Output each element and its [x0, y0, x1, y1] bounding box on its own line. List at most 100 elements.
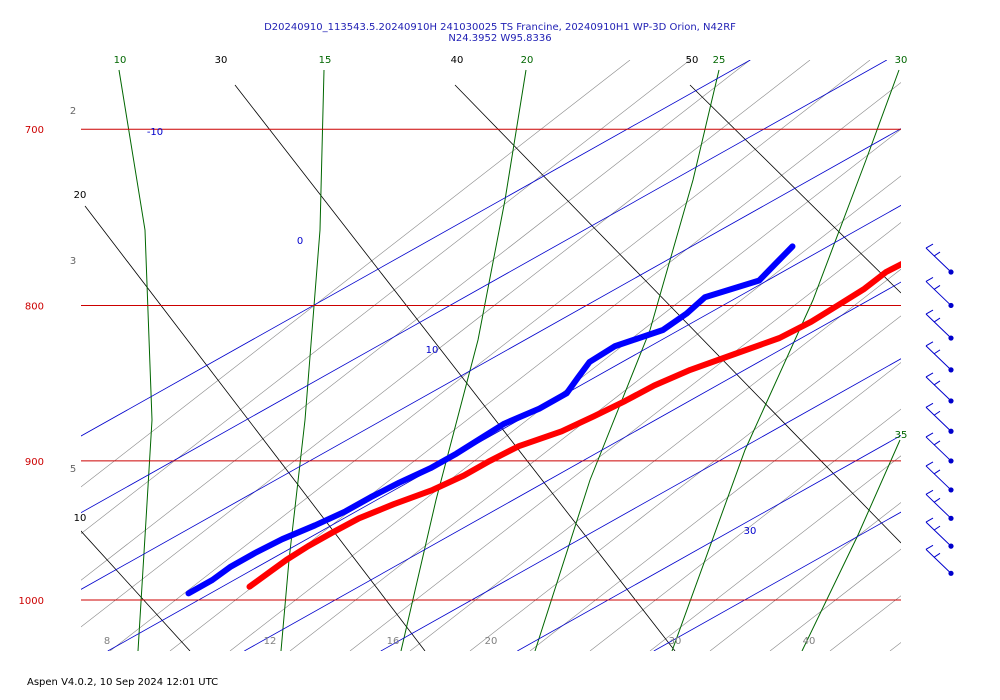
isotherm-label: -10 — [147, 127, 163, 138]
mixing-ratio-line — [280, 69, 325, 651]
wind-barb-flag — [925, 489, 934, 495]
mixing-ratio-label: 10 — [114, 55, 127, 66]
wind-barb — [925, 372, 954, 404]
wind-barb-dot — [948, 398, 954, 404]
wind-barb-flag — [925, 517, 934, 523]
moist-adiabat-line — [589, 408, 901, 651]
dry-adiabat-line — [234, 84, 676, 651]
isotherm-label: 0 — [297, 236, 303, 247]
wind-barb — [925, 402, 954, 434]
wind-barb-flag — [933, 317, 941, 323]
wind-barb-flag — [933, 380, 941, 386]
wind-barb — [925, 517, 954, 549]
isotherm-line — [81, 60, 887, 514]
wind-barb-staff — [925, 376, 952, 402]
moist-adiabat-line — [409, 268, 901, 651]
wind-barb — [925, 489, 954, 521]
dry-adiabat-line — [81, 530, 191, 651]
moist-adiabat-line — [529, 362, 901, 651]
dry-adiabat-line — [84, 205, 426, 651]
wind-barb-dot — [948, 570, 954, 576]
left-edge-label: 5 — [70, 464, 76, 475]
moist-adiabat-line — [81, 60, 751, 581]
moist-adiabat-line — [889, 642, 901, 651]
wind-barb-staff — [925, 406, 952, 432]
chart-title: D20240910_113543.5.20240910H 241030025 T… — [264, 22, 736, 33]
wind-barb-dot — [948, 458, 954, 464]
wind-barb-flag — [925, 277, 934, 282]
wind-barb-dot — [948, 543, 954, 549]
wind-barb-staff — [925, 436, 952, 462]
moist-adiabat-line — [709, 502, 901, 651]
isotherm-line — [107, 204, 901, 651]
wind-barb-staff — [925, 345, 952, 371]
bottom-axis-label: 12 — [264, 636, 277, 647]
pressure-label: 700 — [25, 125, 44, 136]
dewpoint-trace — [185, 243, 796, 597]
wind-barb-flag — [933, 552, 941, 558]
wind-barb-flag — [933, 349, 941, 355]
moist-adiabat-line — [769, 548, 901, 651]
wind-barb-dot — [948, 428, 954, 434]
wind-barb-flag — [933, 469, 941, 475]
wind-barb — [925, 309, 954, 341]
wind-barb-dot — [948, 302, 954, 309]
top-axis-label: 30 — [215, 55, 228, 66]
isotherm-line — [81, 128, 901, 590]
isotherm-label: 30 — [744, 526, 757, 537]
pressure-label: 1000 — [19, 596, 44, 607]
isotherm-label: 10 — [426, 345, 439, 356]
wind-barb-flag — [925, 309, 934, 315]
mixing-ratio-label: 25 — [713, 55, 726, 66]
wind-barb-flag — [925, 544, 934, 550]
wind-barb-flag — [933, 497, 941, 503]
wind-barb-staff — [925, 548, 952, 574]
wind-barb — [925, 277, 954, 309]
mixing-ratio-line — [671, 69, 900, 651]
software-version-footer: Aspen V4.0.2, 10 Sep 2024 12:01 UTC — [27, 677, 219, 688]
moist-adiabat-line — [81, 60, 631, 488]
wind-barb-staff — [925, 465, 952, 491]
mixing-ratio-label: 15 — [319, 55, 332, 66]
wind-barb-staff — [925, 281, 952, 306]
wind-barb-staff — [925, 247, 952, 273]
wind-barb-dot — [948, 487, 954, 493]
moist-adiabat-line — [81, 60, 811, 628]
wind-barb-staff — [925, 521, 952, 547]
mixing-ratio-label: 30 — [895, 55, 908, 66]
moist-adiabat-line — [469, 315, 901, 651]
left-edge-label: 2 — [70, 106, 76, 117]
wind-barb-flag — [933, 525, 941, 531]
wind-barb-flag — [933, 251, 941, 257]
wind-barb-flag — [925, 432, 934, 438]
wind-barb — [925, 461, 954, 493]
wind-barb-dot — [948, 269, 954, 275]
isotherm-line — [244, 281, 901, 651]
moist-adiabat-line — [289, 175, 901, 651]
wind-barb-dot — [948, 367, 954, 373]
wind-barb-staff — [925, 493, 952, 519]
pressure-label: 900 — [25, 457, 44, 468]
wind-barb-flag — [933, 410, 941, 416]
wind-barb-flag — [925, 402, 934, 408]
chart-subtitle: N24.3952 W95.8336 — [448, 33, 552, 44]
moist-adiabat-line — [829, 595, 901, 651]
mixing-ratio-line — [118, 69, 153, 651]
pressure-label: 800 — [25, 301, 44, 312]
mixing-ratio-label: 35 — [895, 430, 908, 441]
wind-barb-flag — [925, 372, 934, 378]
wind-barb-flag — [925, 341, 934, 347]
moist-adiabat-line — [109, 60, 871, 651]
wind-barb-flag — [925, 461, 934, 467]
wind-barb-flag — [925, 243, 934, 249]
bottom-axis-label: 16 — [387, 636, 400, 647]
mixing-ratio-line — [400, 69, 527, 651]
wind-barb-dot — [948, 515, 954, 521]
wind-barb-staff — [925, 313, 952, 339]
top-axis-label: 50 — [686, 55, 699, 66]
top-axis-label: 40 — [451, 55, 464, 66]
isotherm-line — [81, 60, 751, 437]
dry-adiabat-line — [454, 84, 901, 544]
isotherm-line — [380, 358, 901, 651]
